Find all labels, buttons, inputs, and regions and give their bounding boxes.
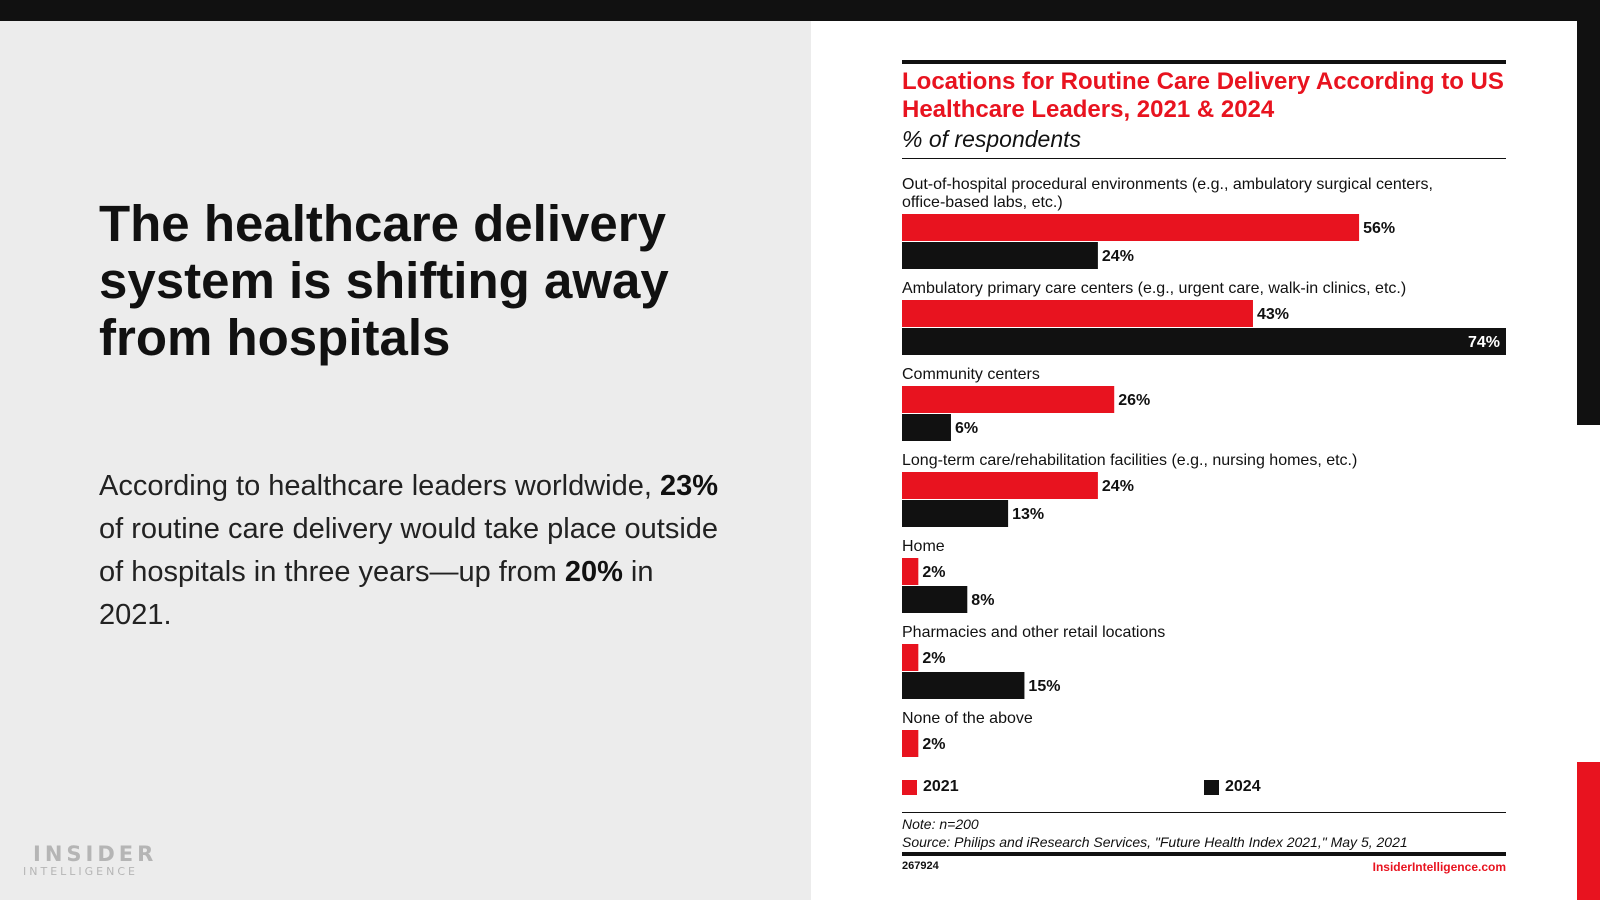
category-label-5-0: Pharmacies and other retail locations bbox=[902, 624, 1165, 641]
legend-label-2024: 2024 bbox=[1225, 778, 1261, 795]
value-label-2021-4: 2% bbox=[922, 564, 945, 581]
value-label-2021-1: 43% bbox=[1257, 306, 1289, 323]
category-label-4-0: Home bbox=[902, 538, 945, 555]
category-label-0-1: office-based labs, etc.) bbox=[902, 194, 1063, 211]
bar-2021-3 bbox=[902, 472, 1098, 499]
bar-2021-6 bbox=[902, 730, 919, 757]
body-text-part1: According to healthcare leaders worldwid… bbox=[99, 470, 660, 502]
value-label-2024-4: 8% bbox=[971, 592, 994, 609]
bar-2024-3 bbox=[902, 500, 1009, 527]
bar-2024-1 bbox=[902, 328, 1506, 355]
body-bold-23: 23% bbox=[659, 470, 719, 502]
bar-2021-4 bbox=[902, 558, 919, 585]
chart-title: Locations for Routine Care Delivery Acco… bbox=[902, 68, 1504, 123]
value-label-2024-1: 74% bbox=[1468, 334, 1500, 351]
category-label-3-0: Long-term care/rehabilitation facilities… bbox=[902, 452, 1357, 469]
value-label-2021-2: 26% bbox=[1118, 392, 1150, 409]
chart-title-rule bbox=[902, 158, 1506, 159]
footer-rule bbox=[902, 812, 1506, 813]
bar-2021-5 bbox=[902, 644, 919, 671]
site-link: InsiderIntelligence.com bbox=[1372, 860, 1506, 874]
value-label-2024-2: 6% bbox=[955, 420, 978, 437]
value-label-2024-3: 13% bbox=[1012, 506, 1044, 523]
legend-label-2021: 2021 bbox=[923, 778, 959, 795]
bar-2021-1 bbox=[902, 300, 1253, 327]
bar-2024-2 bbox=[902, 414, 951, 441]
left-panel bbox=[0, 21, 811, 900]
insider-intelligence-logo: INSIDER INTELLIGENCE bbox=[23, 843, 157, 879]
bar-2024-0 bbox=[902, 242, 1098, 269]
value-label-2024-0: 24% bbox=[1102, 248, 1134, 265]
value-label-2021-3: 24% bbox=[1102, 478, 1134, 495]
chart-id: 267924 bbox=[902, 860, 939, 872]
right-edge-black-bar bbox=[1577, 21, 1600, 425]
logo-line2: INTELLIGENCE bbox=[23, 865, 138, 878]
category-label-6-0: None of the above bbox=[902, 710, 1033, 727]
legend-item-2021: 2021 bbox=[902, 778, 959, 796]
chart-top-rule bbox=[902, 60, 1506, 64]
top-bar bbox=[0, 0, 1600, 21]
slide-body-text: According to healthcare leaders worldwid… bbox=[99, 465, 719, 637]
body-bold-20: 20% bbox=[564, 556, 623, 588]
body-text-part2: of routine care delivery would take plac… bbox=[99, 513, 719, 588]
category-label-0-0: Out-of-hospital procedural environments … bbox=[902, 176, 1433, 193]
bar-2024-4 bbox=[902, 586, 968, 613]
value-label-2021-5: 2% bbox=[922, 650, 945, 667]
chart-note: Note: n=200 bbox=[902, 816, 979, 832]
value-label-2021-0: 56% bbox=[1363, 220, 1395, 237]
chart-subtitle: % of respondents bbox=[902, 126, 1082, 152]
footer-rule-thick bbox=[902, 852, 1506, 856]
category-label-2-0: Community centers bbox=[902, 366, 1040, 383]
legend-item-2024: 2024 bbox=[1204, 778, 1261, 796]
bar-2024-5 bbox=[902, 672, 1025, 699]
value-label-2024-5: 15% bbox=[1028, 678, 1060, 695]
body-text-part3: in 2021. bbox=[99, 556, 654, 631]
category-label-1-0: Ambulatory primary care centers (e.g., u… bbox=[902, 280, 1406, 297]
logo-line1: INSIDER bbox=[33, 842, 158, 866]
slide-headline: The healthcare delivery system is shifti… bbox=[99, 195, 669, 366]
legend-swatch-2021 bbox=[902, 779, 917, 795]
bar-2021-0 bbox=[902, 214, 1360, 241]
chart-source: Source: Philips and iResearch Services, … bbox=[902, 834, 1408, 850]
legend-swatch-2024 bbox=[1204, 779, 1219, 795]
value-label-2021-6: 2% bbox=[922, 736, 945, 753]
bar-2021-2 bbox=[902, 386, 1115, 413]
right-edge-red-bar bbox=[1577, 762, 1600, 900]
